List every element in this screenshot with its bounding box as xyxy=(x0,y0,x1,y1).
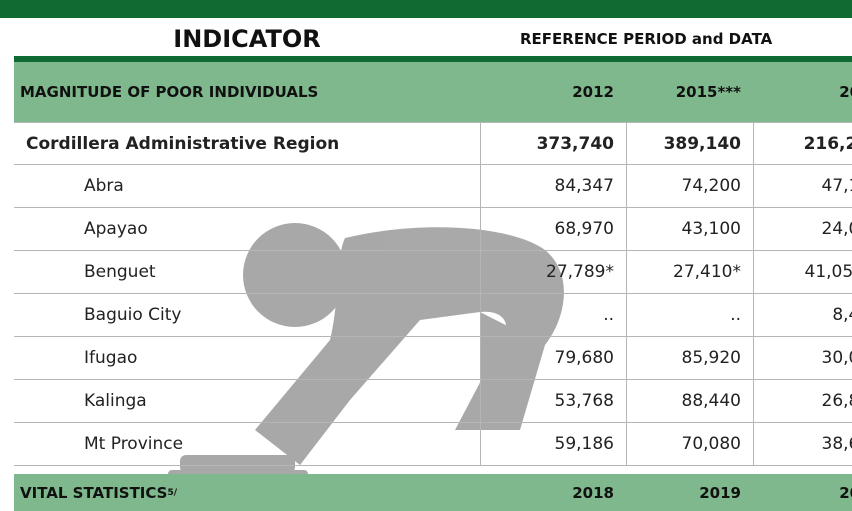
row-value: 59,186 xyxy=(480,423,626,465)
row-value: 88,440 xyxy=(626,380,753,422)
row-value: 70,080 xyxy=(626,423,753,465)
row-value: 79,680 xyxy=(480,337,626,379)
row-value: 38,680 xyxy=(753,423,852,465)
row-value: 43,100 xyxy=(626,208,753,250)
row-value: 74,200 xyxy=(626,165,753,207)
row-label: Baguio City xyxy=(84,305,182,325)
section-title: VITAL STATISTICS 5/ xyxy=(20,474,480,511)
row-label: Kalinga xyxy=(84,391,147,411)
row-label: Cordillera Administrative Region xyxy=(26,133,340,154)
row-label: Benguet xyxy=(84,262,156,282)
row-value: 24,050 xyxy=(753,208,852,250)
row-value: .. xyxy=(626,294,753,336)
row-value: 389,140 xyxy=(626,123,753,164)
row-value: 85,920 xyxy=(626,337,753,379)
row-label: Abra xyxy=(84,176,124,196)
row-value: 27,410* xyxy=(626,251,753,293)
section-title-text: VITAL STATISTICS xyxy=(20,483,168,502)
header-line xyxy=(14,56,852,62)
section-title: MAGNITUDE OF POOR INDIVIDUALS xyxy=(20,62,480,122)
row-value: 84,347 xyxy=(480,165,626,207)
row-value: 30,010 xyxy=(753,337,852,379)
row-label: Mt Province xyxy=(84,434,184,454)
year-header: 2018 xyxy=(839,83,852,101)
table-row: Baguio City....8,400 xyxy=(14,294,852,337)
year-header: 2020 xyxy=(839,483,852,502)
row-value: 26,890 xyxy=(753,380,852,422)
indicator-header: INDICATOR xyxy=(173,25,321,53)
row-value: 53,768 xyxy=(480,380,626,422)
row-label: Ifugao xyxy=(84,348,138,368)
row-value: 47,140 xyxy=(753,165,852,207)
row-value: .. xyxy=(480,294,626,336)
table-row: Cordillera Administrative Region 373,740 3… xyxy=(14,122,852,165)
year-header: 2019 xyxy=(699,483,741,502)
year-header: 2015*** xyxy=(675,83,741,101)
row-value: 68,970 xyxy=(480,208,626,250)
year-header: 2018 xyxy=(572,483,614,502)
table-row: Benguet 27,789*27,410*41,050** xyxy=(14,251,852,294)
year-header: 2012 xyxy=(572,83,614,101)
row-value: 41,050** xyxy=(753,251,852,293)
reference-header: REFERENCE PERIOD and DATA xyxy=(520,30,773,48)
footnote-ref: 5/ xyxy=(167,487,178,498)
row-value: 216,210 xyxy=(753,123,852,164)
section-title-text: MAGNITUDE OF POOR INDIVIDUALS xyxy=(20,83,319,101)
row-value: 373,740 xyxy=(480,123,626,164)
row-value: 8,400 xyxy=(753,294,852,336)
row-label: Apayao xyxy=(84,219,148,239)
row-value: 27,789* xyxy=(480,251,626,293)
top-bar xyxy=(0,0,852,18)
section-header: MAGNITUDE OF POOR INDIVIDUALS 2012 2015***… xyxy=(14,62,852,122)
